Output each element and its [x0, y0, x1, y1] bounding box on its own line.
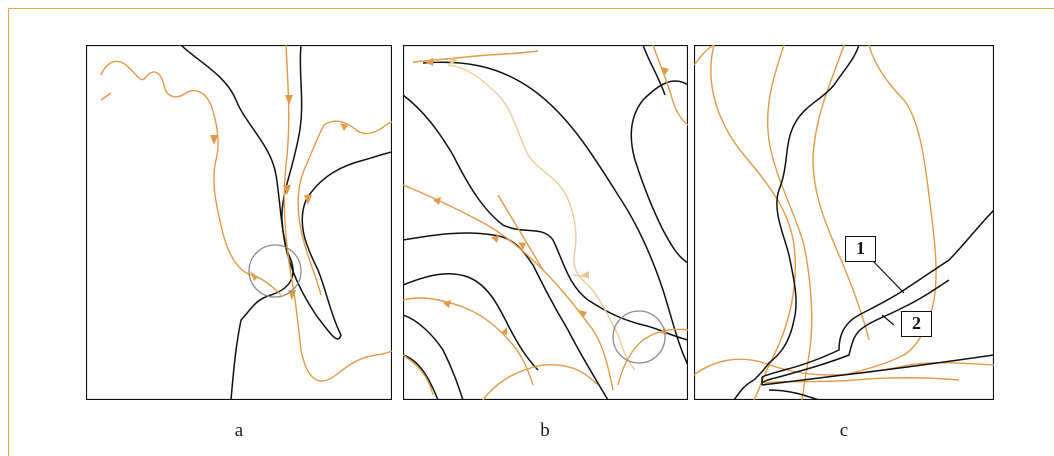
label-2: 2 — [901, 311, 932, 337]
caption-c: c — [839, 420, 849, 441]
label-1: 1 — [845, 236, 876, 262]
panel-b — [403, 45, 688, 400]
panel-c-map — [694, 45, 994, 400]
panel-c — [694, 45, 994, 400]
panel-b-map — [403, 45, 688, 400]
panel-a-map — [86, 45, 392, 400]
caption-b: b — [540, 420, 550, 441]
caption-a: a — [234, 420, 244, 441]
figure-frame — [8, 8, 1054, 456]
panel-a — [86, 45, 392, 400]
